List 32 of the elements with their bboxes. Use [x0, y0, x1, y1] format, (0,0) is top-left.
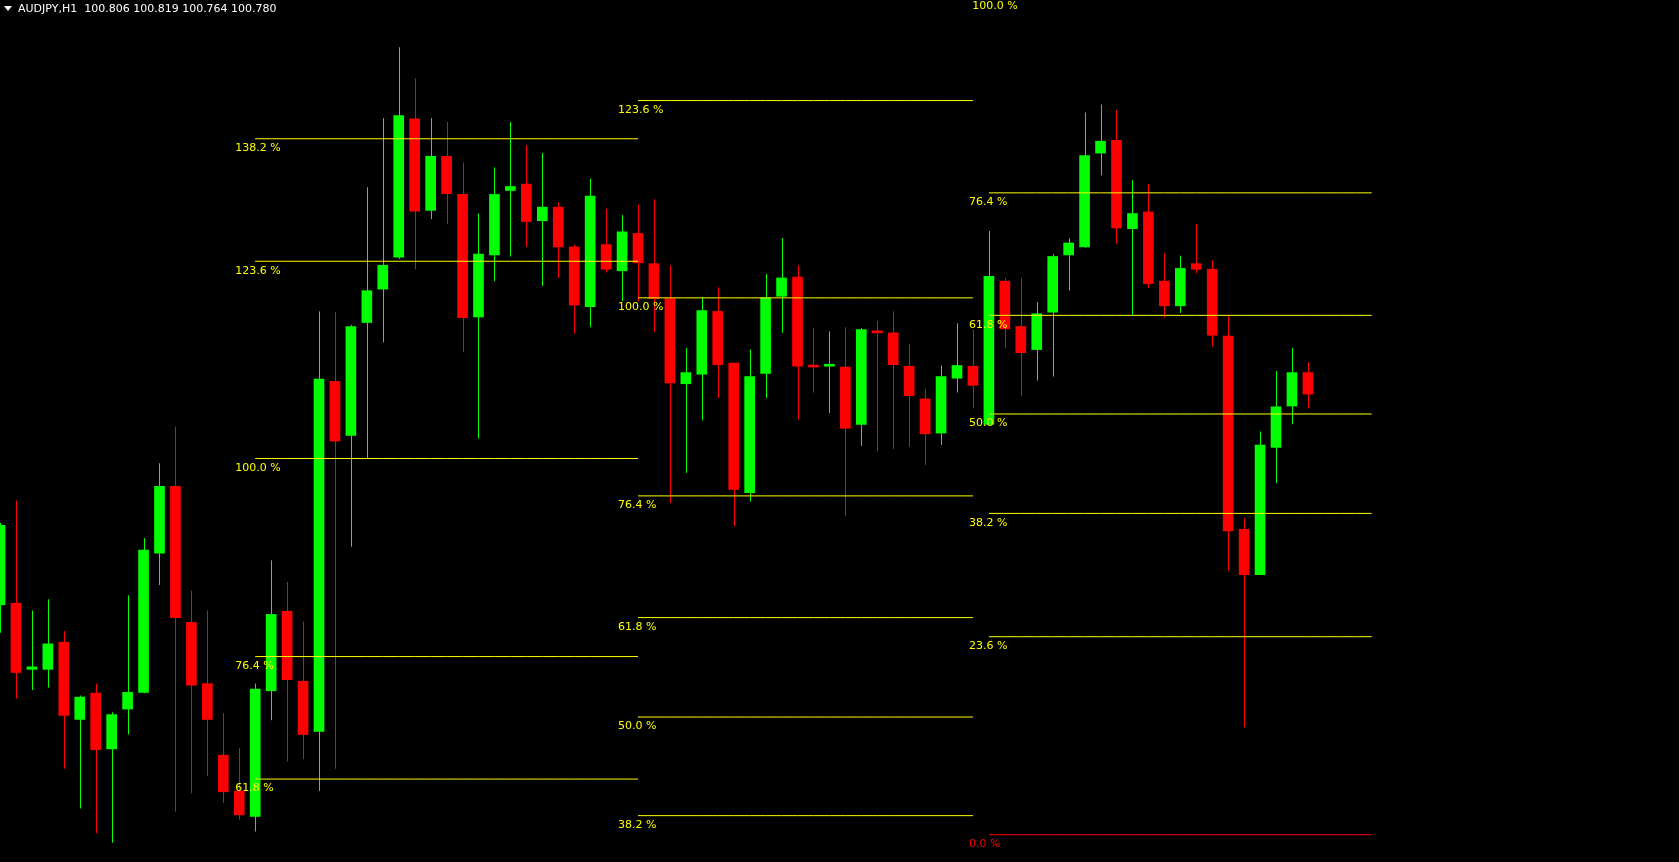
candlestick [1302, 361, 1314, 409]
candlestick [1190, 223, 1202, 274]
series-label: 138.2 % [235, 141, 281, 155]
candlestick [377, 117, 389, 343]
candlestick [967, 329, 979, 409]
chart-title: AUDJPY,H1 100.806 100.819 100.764 100.780 [18, 2, 277, 15]
candlestick [1127, 179, 1138, 316]
candlestick [26, 609, 38, 691]
series-label: 76.4 % [618, 498, 657, 512]
series-label: 61.8 % [618, 619, 657, 633]
series-label: 50.0 % [618, 719, 657, 733]
candlestick [680, 347, 692, 474]
series-label: 123.6 % [235, 263, 281, 277]
series-label: 38.2 % [618, 818, 657, 832]
series-label: 0.0 % [968, 837, 1001, 851]
series-label: 38.2 % [968, 515, 1008, 529]
candlestick [361, 186, 373, 460]
series-label: 23.6 % [968, 639, 1008, 653]
candlestick [1095, 104, 1106, 176]
series-label: 76.4 % [968, 195, 1008, 209]
candlestick [1063, 237, 1074, 292]
candlestick [122, 594, 133, 736]
candlestick [74, 695, 86, 809]
candlestick [536, 152, 548, 287]
series-label: 123.6 % [618, 102, 664, 116]
series-label: 100.0 % [235, 460, 281, 474]
candlestick [505, 121, 516, 257]
candlestick [776, 237, 787, 334]
candlestick [824, 330, 835, 414]
candlestick [951, 322, 963, 393]
text: 100.0 % [972, 0, 1018, 13]
series-label: 50.0 % [968, 416, 1008, 430]
